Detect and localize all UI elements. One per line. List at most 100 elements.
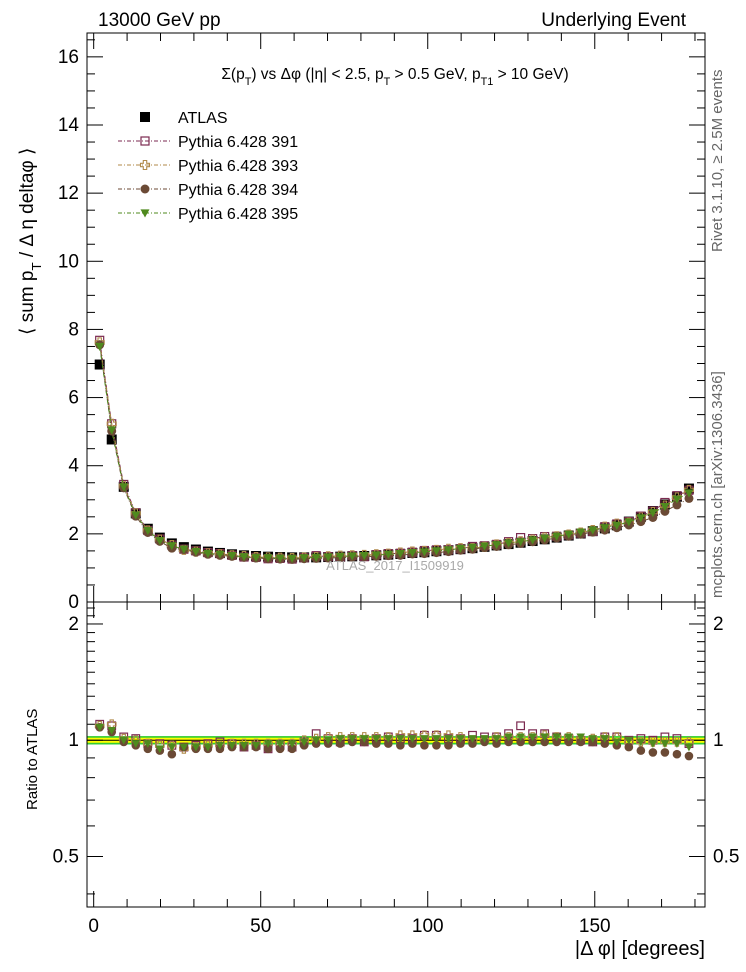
ratio-point bbox=[660, 748, 670, 757]
data-point bbox=[672, 495, 682, 504]
ratio-point bbox=[179, 743, 189, 752]
ratio-point bbox=[576, 733, 586, 742]
ratio-point bbox=[191, 743, 201, 752]
legend-entry: Pythia 6.428 393 bbox=[118, 158, 298, 175]
legend-entry: Pythia 6.428 394 bbox=[118, 182, 298, 199]
ratio-point bbox=[648, 748, 658, 757]
ratio-point bbox=[227, 741, 237, 750]
ratio-point bbox=[480, 735, 489, 743]
legend: ATLAS Pythia 6.428 391 Pythia 6.428 393 Pyt… bbox=[118, 110, 298, 223]
y-tick-label: 6 bbox=[68, 388, 79, 409]
data-point bbox=[504, 539, 514, 548]
legend-label: Pythia 6.428 393 bbox=[178, 158, 298, 175]
ratio-point bbox=[263, 740, 273, 748]
ratio-point bbox=[167, 749, 177, 759]
side-label-rivet: Rivet 3.1.10, ≥ 2.5M events bbox=[709, 70, 726, 253]
ratio-point bbox=[359, 735, 369, 743]
data-point bbox=[672, 500, 682, 510]
ratio-point bbox=[215, 741, 225, 750]
ratio-point bbox=[275, 740, 285, 748]
legend-label: ATLAS bbox=[178, 110, 228, 127]
ratio-point bbox=[420, 741, 429, 750]
data-point bbox=[95, 342, 105, 351]
ratio-point bbox=[564, 737, 574, 747]
data-point bbox=[167, 542, 177, 551]
ratio-point bbox=[588, 735, 598, 743]
legend-marker bbox=[140, 209, 150, 218]
data-point bbox=[431, 547, 441, 556]
data-point bbox=[455, 544, 465, 554]
y-tick-label-right: 0.5 bbox=[713, 846, 739, 867]
ratio-point bbox=[371, 739, 381, 748]
legend-marker bbox=[140, 112, 150, 122]
ratio-point bbox=[684, 751, 694, 761]
data-point bbox=[263, 554, 273, 563]
ratio-point bbox=[371, 735, 381, 743]
ratio-point bbox=[660, 740, 670, 748]
data-point bbox=[467, 543, 477, 552]
data-point bbox=[383, 550, 393, 559]
y-tick-label: 16 bbox=[58, 47, 79, 68]
data-point bbox=[528, 536, 538, 545]
ratio-point bbox=[504, 733, 513, 742]
data-point bbox=[540, 534, 550, 543]
ratio-point bbox=[167, 743, 177, 752]
data-point bbox=[215, 550, 225, 559]
data-point bbox=[660, 502, 670, 512]
ratio-point bbox=[432, 735, 441, 743]
data-point bbox=[191, 547, 201, 557]
data-point bbox=[143, 526, 153, 535]
data-point bbox=[107, 426, 117, 435]
y-tick-label: 8 bbox=[68, 319, 79, 340]
ratio-point bbox=[492, 735, 501, 743]
data-point bbox=[576, 528, 586, 537]
data-point bbox=[624, 518, 634, 527]
ratio-point bbox=[95, 723, 104, 732]
data-point bbox=[251, 553, 261, 562]
ratio-point bbox=[648, 740, 658, 748]
ratio-point bbox=[636, 746, 646, 755]
y-tick-label-right: 1 bbox=[713, 730, 724, 751]
legend-entry: Pythia 6.428 391 bbox=[118, 134, 298, 151]
ratio-point bbox=[311, 736, 321, 745]
side-label-mcplots: mcplots.cern.ch [arXiv:1306.3436] bbox=[709, 371, 726, 598]
data-point bbox=[407, 548, 417, 558]
data-point bbox=[335, 552, 345, 561]
ratio-point bbox=[239, 741, 249, 750]
x-tick-label: 150 bbox=[579, 916, 611, 937]
header-left: 13000 GeV pp bbox=[98, 10, 221, 31]
y-tick-label: 4 bbox=[68, 456, 79, 477]
x-tick-label: 50 bbox=[250, 916, 271, 937]
ratio-point bbox=[444, 735, 453, 743]
x-tick-label: 100 bbox=[412, 916, 444, 937]
data-point bbox=[443, 546, 453, 555]
data-point bbox=[359, 552, 369, 561]
data-point bbox=[636, 514, 646, 523]
ratio-point bbox=[347, 735, 357, 743]
data-point bbox=[648, 509, 658, 518]
ratio-point bbox=[408, 735, 417, 743]
data-point bbox=[648, 513, 658, 523]
ratio-point bbox=[287, 740, 297, 748]
ratio-point bbox=[263, 744, 273, 754]
ratio-point bbox=[275, 744, 285, 754]
ratio-point bbox=[456, 739, 465, 748]
y-tick-label: 0.5 bbox=[53, 846, 79, 867]
ratio-point bbox=[107, 727, 117, 735]
ratio-point bbox=[420, 735, 429, 743]
ratio-point bbox=[335, 735, 345, 743]
legend-label: Pythia 6.428 394 bbox=[178, 182, 298, 199]
data-point bbox=[683, 483, 694, 494]
legend-entry: Pythia 6.428 395 bbox=[118, 206, 298, 223]
data-point bbox=[347, 552, 357, 561]
data-point bbox=[131, 511, 141, 520]
ratio-point bbox=[335, 739, 345, 748]
panel-frame bbox=[86, 601, 706, 908]
series-pythia-6-428-395 bbox=[95, 342, 694, 563]
series-pythia-6-428-394 bbox=[95, 340, 694, 564]
ratio-point bbox=[203, 743, 213, 752]
ratio-point bbox=[119, 736, 129, 745]
ratio-point bbox=[287, 744, 297, 754]
y-tick-label: 12 bbox=[58, 183, 79, 204]
